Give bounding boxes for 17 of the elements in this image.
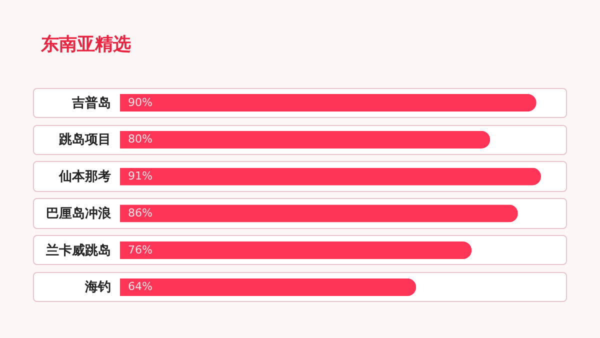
bar (120, 278, 416, 296)
data-label: 64% (128, 280, 152, 294)
bar (120, 130, 490, 148)
bar (120, 204, 518, 222)
y-tick-label: 海钓 (84, 280, 111, 296)
data-label: 76% (128, 243, 152, 256)
data-label: 80% (128, 132, 152, 146)
data-label: 90% (128, 96, 152, 109)
y-tick-label: 吉普岛 (71, 94, 111, 111)
data-label: 86% (128, 206, 152, 220)
data-label: 91% (128, 170, 152, 183)
bar (120, 242, 472, 260)
y-tick-label: 巴厘岛冲浪 (46, 205, 112, 222)
chart-title: 东南亚精选 (40, 34, 131, 55)
y-tick-label: 兰卡威跳岛 (45, 242, 111, 258)
y-tick-label: 跳岛项目 (58, 132, 111, 148)
y-tick-label: 仙本那考 (58, 170, 111, 185)
